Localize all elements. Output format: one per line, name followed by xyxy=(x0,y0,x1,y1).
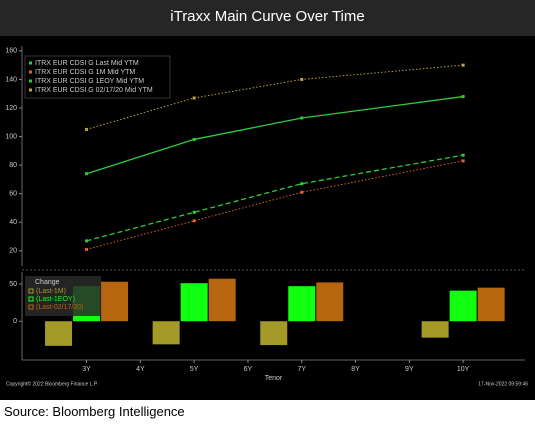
legend-marker xyxy=(28,296,34,302)
copyright: Copyright© 2022 Bloomberg Finance L.P. xyxy=(6,380,98,387)
bar xyxy=(288,286,316,322)
bar xyxy=(477,287,505,322)
legend-marker xyxy=(29,61,32,65)
x-tick-label: 7Y xyxy=(297,366,306,373)
line xyxy=(86,160,464,250)
point xyxy=(461,159,465,163)
legend-label: (Last-1EOY) xyxy=(36,296,75,303)
point xyxy=(461,153,465,157)
point xyxy=(300,116,304,120)
y-tick-label: 20 xyxy=(9,248,17,255)
point xyxy=(300,182,304,186)
legend-box xyxy=(24,55,171,99)
bar xyxy=(316,282,344,322)
bar xyxy=(45,321,73,346)
bar xyxy=(260,321,288,346)
bar xyxy=(449,290,477,322)
legend-label: (Last-1M) xyxy=(36,288,66,295)
legend-marker xyxy=(29,88,32,92)
legend-label: ITRX EUR CDSI G 02/17/20 Mid YTM xyxy=(35,87,153,94)
y-tick-label: 160 xyxy=(5,48,17,55)
legend-marker xyxy=(28,288,34,294)
x-tick-label: 5Y xyxy=(190,366,199,373)
x-tick-label: 6Y xyxy=(244,366,253,373)
legend-label: ITRX EUR CDSI G 1M Mid YTM xyxy=(35,69,135,76)
bar xyxy=(180,283,208,322)
y-tick-label: 80 xyxy=(9,162,17,169)
chart: Copyright© 2022 Bloomberg Finance L.P. 1… xyxy=(0,38,535,398)
point xyxy=(192,219,196,223)
point xyxy=(85,172,89,176)
point xyxy=(192,96,196,100)
legend-label: ITRX EUR CDSI G Last Mid YTM xyxy=(35,60,139,67)
point xyxy=(85,247,89,251)
point xyxy=(461,95,465,99)
y-tick-label: 50 xyxy=(9,281,17,288)
legend-label: ITRX EUR CDSI G 1EOY Mid YTM xyxy=(35,78,144,85)
legend-title: Change xyxy=(35,279,60,286)
line xyxy=(86,64,464,130)
bar xyxy=(101,281,129,322)
point xyxy=(300,77,304,81)
bar xyxy=(208,278,236,322)
bar xyxy=(421,321,449,338)
y-tick-label: 0 xyxy=(13,318,17,325)
point xyxy=(192,137,196,141)
x-tick-label: 8Y xyxy=(351,366,360,373)
x-tick-label: 9Y xyxy=(405,366,414,373)
timestamp: 17-Nov-2022 09:59:46 xyxy=(478,381,528,387)
x-tick-label: 10Y xyxy=(457,366,470,373)
point xyxy=(85,127,89,131)
legend-box xyxy=(25,276,101,316)
x-axis-label: Tenor xyxy=(265,375,283,382)
y-tick-label: 40 xyxy=(9,219,17,226)
source: Source: Bloomberg Intelligence xyxy=(0,400,535,424)
point xyxy=(461,63,465,67)
y-tick-label: 120 xyxy=(5,105,17,112)
page-title: iTraxx Main Curve Over Time xyxy=(0,0,535,36)
legend-label: (Last-02/17/20) xyxy=(36,304,83,311)
legend-marker xyxy=(29,70,32,74)
y-tick-label: 140 xyxy=(5,76,17,83)
y-tick-label: 60 xyxy=(9,191,17,198)
y-tick-label: 100 xyxy=(5,133,17,140)
legend-marker xyxy=(28,304,34,310)
bar xyxy=(152,321,180,345)
line xyxy=(86,95,464,175)
point xyxy=(300,190,304,194)
legend-marker xyxy=(29,79,32,83)
point xyxy=(85,239,89,243)
point xyxy=(192,210,196,214)
x-tick-label: 4Y xyxy=(136,366,145,373)
x-tick-label: 3Y xyxy=(82,366,91,373)
line xyxy=(86,154,464,242)
